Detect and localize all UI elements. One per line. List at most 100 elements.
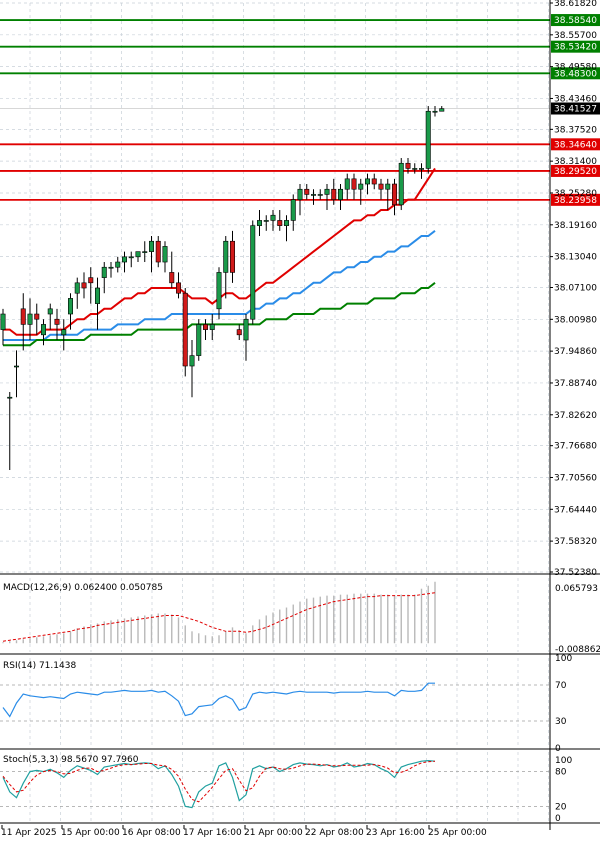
time-tick-label: 11 Apr 2025 <box>1 828 57 838</box>
candle <box>223 236 229 299</box>
candle-body <box>0 313 6 330</box>
candle-body <box>27 313 33 325</box>
candle <box>54 308 60 341</box>
candle <box>128 251 134 268</box>
candle-body <box>34 313 40 320</box>
price-tick-label: 37.64440 <box>554 505 597 515</box>
candle-body <box>54 318 60 325</box>
candle <box>310 189 316 205</box>
candle-body <box>236 329 242 336</box>
candle-body <box>277 220 283 226</box>
candle-body <box>88 277 94 284</box>
price-tick-label: 37.70560 <box>554 473 597 483</box>
price-axis: 38.61820 38.55700 38.49580 38.43460 38.37520… <box>549 0 597 830</box>
candle-body <box>196 324 202 356</box>
price-tick-label: 37.58320 <box>554 537 597 547</box>
candle-body <box>317 194 323 196</box>
candle-body <box>324 188 330 195</box>
candle <box>277 210 283 231</box>
level-label-box <box>551 40 600 53</box>
candle <box>439 106 445 112</box>
candle-body <box>108 266 114 269</box>
candle <box>391 178 397 216</box>
candle <box>61 319 67 351</box>
time-tick-label: 17 Apr 16:00 <box>183 828 242 838</box>
candle <box>155 236 161 268</box>
candle <box>331 178 337 205</box>
candle-body <box>385 183 391 190</box>
price-tick-label: 38.19160 <box>554 221 597 231</box>
candle <box>216 267 222 320</box>
candle <box>40 319 46 346</box>
macd-scale-top: 0.065793 <box>555 584 598 594</box>
candle <box>398 158 404 211</box>
candle-body <box>216 272 222 310</box>
candle <box>230 230 236 283</box>
candle-body <box>432 110 438 113</box>
candle-body <box>310 194 316 196</box>
candle-body <box>115 261 121 268</box>
price-tick-label: 37.52380 <box>554 568 597 578</box>
candle-body <box>331 188 337 200</box>
candle-body <box>135 251 141 258</box>
candle-body <box>439 108 445 112</box>
stoch-tick-label: 80 <box>555 768 567 778</box>
candle-body <box>14 365 20 368</box>
candle-body <box>189 355 195 367</box>
level-label-box <box>551 164 600 177</box>
candle-body <box>95 287 101 304</box>
price-tick-label: 38.31400 <box>554 157 597 167</box>
rsi-tick-label: 0 <box>555 744 561 754</box>
candle <box>162 241 168 273</box>
rsi-tick-label: 70 <box>555 681 567 691</box>
candle <box>236 324 242 341</box>
candle <box>196 319 202 361</box>
candle <box>317 189 323 200</box>
candle <box>256 210 262 237</box>
candle-body <box>337 188 343 200</box>
level-label-box <box>551 14 600 27</box>
rsi-line <box>2 682 435 718</box>
candle <box>68 293 74 330</box>
level-label: 38.29520 <box>554 167 597 177</box>
price-tick-label: 38.55700 <box>554 31 597 41</box>
time-tick-label: 23 Apr 16:00 <box>366 828 425 838</box>
candle-body <box>230 240 236 273</box>
candle-body <box>7 396 13 399</box>
candle <box>27 298 33 341</box>
price-tick-label: 38.00980 <box>554 315 597 325</box>
candle-body <box>344 178 350 190</box>
price-tick-label: 37.94860 <box>554 347 597 357</box>
candle <box>0 308 6 346</box>
candle-body <box>149 240 155 252</box>
price-tick-label: 38.13040 <box>554 253 597 263</box>
candle-body <box>20 308 26 325</box>
candle <box>270 210 276 231</box>
candle <box>47 303 53 330</box>
candles <box>0 106 445 470</box>
candle <box>351 173 357 200</box>
candle-body <box>270 214 276 221</box>
candle <box>88 267 94 304</box>
candle <box>412 163 418 174</box>
candle-body <box>283 220 289 226</box>
indicator-panels: 100 70 30 0 100 80 20 0 <box>0 581 572 824</box>
candle-body <box>358 183 364 190</box>
grid <box>0 2 600 824</box>
current-price-box <box>551 102 600 115</box>
candle <box>135 251 141 263</box>
candle <box>169 251 175 289</box>
candle-body <box>398 162 404 206</box>
candle-body <box>256 220 262 226</box>
price-tick-label: 37.76680 <box>554 442 597 452</box>
moving-average-line <box>3 282 436 347</box>
candle <box>108 262 114 278</box>
level-label: 38.23958 <box>554 196 597 206</box>
price-tick-label: 38.61820 <box>554 0 597 9</box>
candle <box>115 256 121 273</box>
level-label: 38.34640 <box>554 140 597 150</box>
candle <box>203 319 209 341</box>
candle-body <box>101 266 107 278</box>
current-price-label: 38.41527 <box>554 105 597 115</box>
